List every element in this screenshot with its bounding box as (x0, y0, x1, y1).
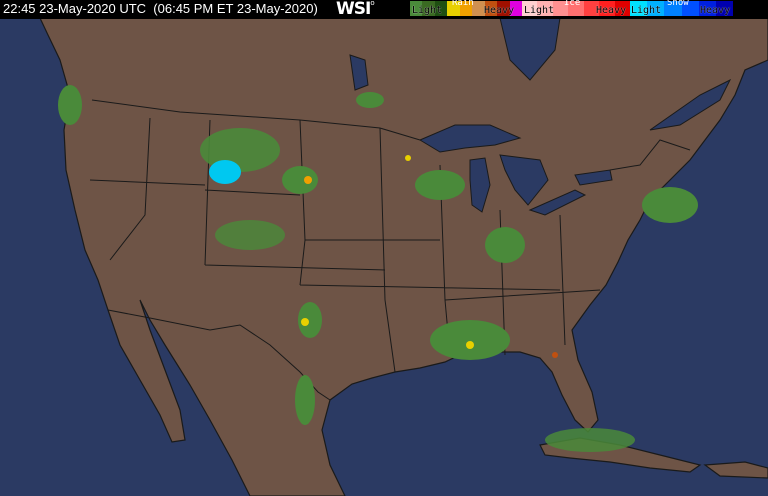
north-america-landmass (39, 17, 768, 496)
radar-rain-light (415, 170, 465, 200)
legend-snow-swatch (715, 1, 734, 16)
legend-snow-swatch (647, 1, 665, 16)
radar-echoes (58, 85, 698, 452)
legend-rain-heavy: Heavy (484, 5, 515, 16)
legend-rain-swatch (497, 1, 510, 16)
wsi-logo: WSIo (336, 0, 375, 19)
great-lakes (349, 17, 732, 216)
radar-rain-moderate (405, 155, 411, 161)
borders (89, 99, 691, 401)
state-lines (89, 117, 601, 373)
legend-rain-swatch (509, 1, 522, 16)
legend-rain-swatch (410, 1, 423, 16)
timestamp: 22:45 23-May-2020 UTC (06:45 PM ET 23-Ma… (3, 1, 318, 16)
radar-rain-heavy (552, 352, 558, 358)
legend-rain (410, 1, 522, 16)
legend-rain-swatch (472, 1, 485, 16)
legend-ice-title: Ice (564, 0, 581, 8)
legend-rain-swatch (422, 1, 435, 16)
land (39, 17, 768, 496)
legend-snow-swatch (681, 1, 699, 16)
radar-rain-light (642, 187, 698, 223)
st-lawrence (649, 78, 732, 131)
legend-snow (630, 1, 734, 16)
legend-ice-heavy: Heavy (596, 5, 627, 16)
radar-snow-light (209, 160, 241, 184)
legend-rain-swatch (459, 1, 473, 16)
legend-snow-title: Snow (667, 0, 689, 8)
us-mexico-border (107, 309, 331, 401)
legend-rain-swatch (434, 1, 448, 16)
lake-ontario (574, 169, 613, 186)
legend-snow-heavy: Heavy (700, 5, 731, 16)
radar-rain-light (356, 92, 384, 108)
legend-ice-swatch (522, 1, 538, 16)
radar-rain-light (485, 227, 525, 263)
radar-rain-light (298, 302, 322, 338)
legend-rain-swatch (447, 1, 460, 16)
radar-rain-moderate (466, 341, 474, 349)
radar-rain-light (430, 320, 510, 360)
legend-ice-swatch (614, 1, 630, 16)
legend-snow-light: Light (631, 5, 662, 16)
legend-ice-swatch (599, 1, 615, 16)
lake-winnipeg (349, 54, 369, 91)
legend-ice-swatch (583, 1, 600, 16)
radar-rain-light (58, 85, 82, 125)
header-bar: 22:45 23-May-2020 UTC (06:45 PM ET 23-Ma… (0, 0, 768, 19)
legend-snow-swatch (664, 1, 682, 16)
legend-ice-swatch (537, 1, 553, 16)
radar-rain-light (215, 220, 285, 250)
legend-ice (522, 1, 630, 16)
hispaniola (703, 461, 768, 479)
legend-ice-swatch (568, 1, 584, 16)
radar-rain-light (295, 375, 315, 425)
radar-rain-moderate (304, 176, 312, 184)
lake-michigan (469, 157, 491, 213)
lake-huron (499, 154, 549, 206)
logo-text: WSI (336, 0, 371, 19)
radar-rain-light (545, 428, 635, 452)
radar-rain-moderate (301, 318, 309, 326)
legend-snow-swatch (698, 1, 716, 16)
lake-erie (528, 189, 587, 216)
legend-snow-swatch (630, 1, 648, 16)
lake-superior (418, 124, 522, 153)
legend-rain-title: Rain (452, 0, 474, 8)
legend-rain-swatch (484, 1, 498, 16)
legend-ice-swatch (552, 1, 569, 16)
legend-ice-light: Light (524, 5, 555, 16)
legend-rain-light: Light (412, 5, 443, 16)
radar-rain-light (282, 166, 318, 194)
